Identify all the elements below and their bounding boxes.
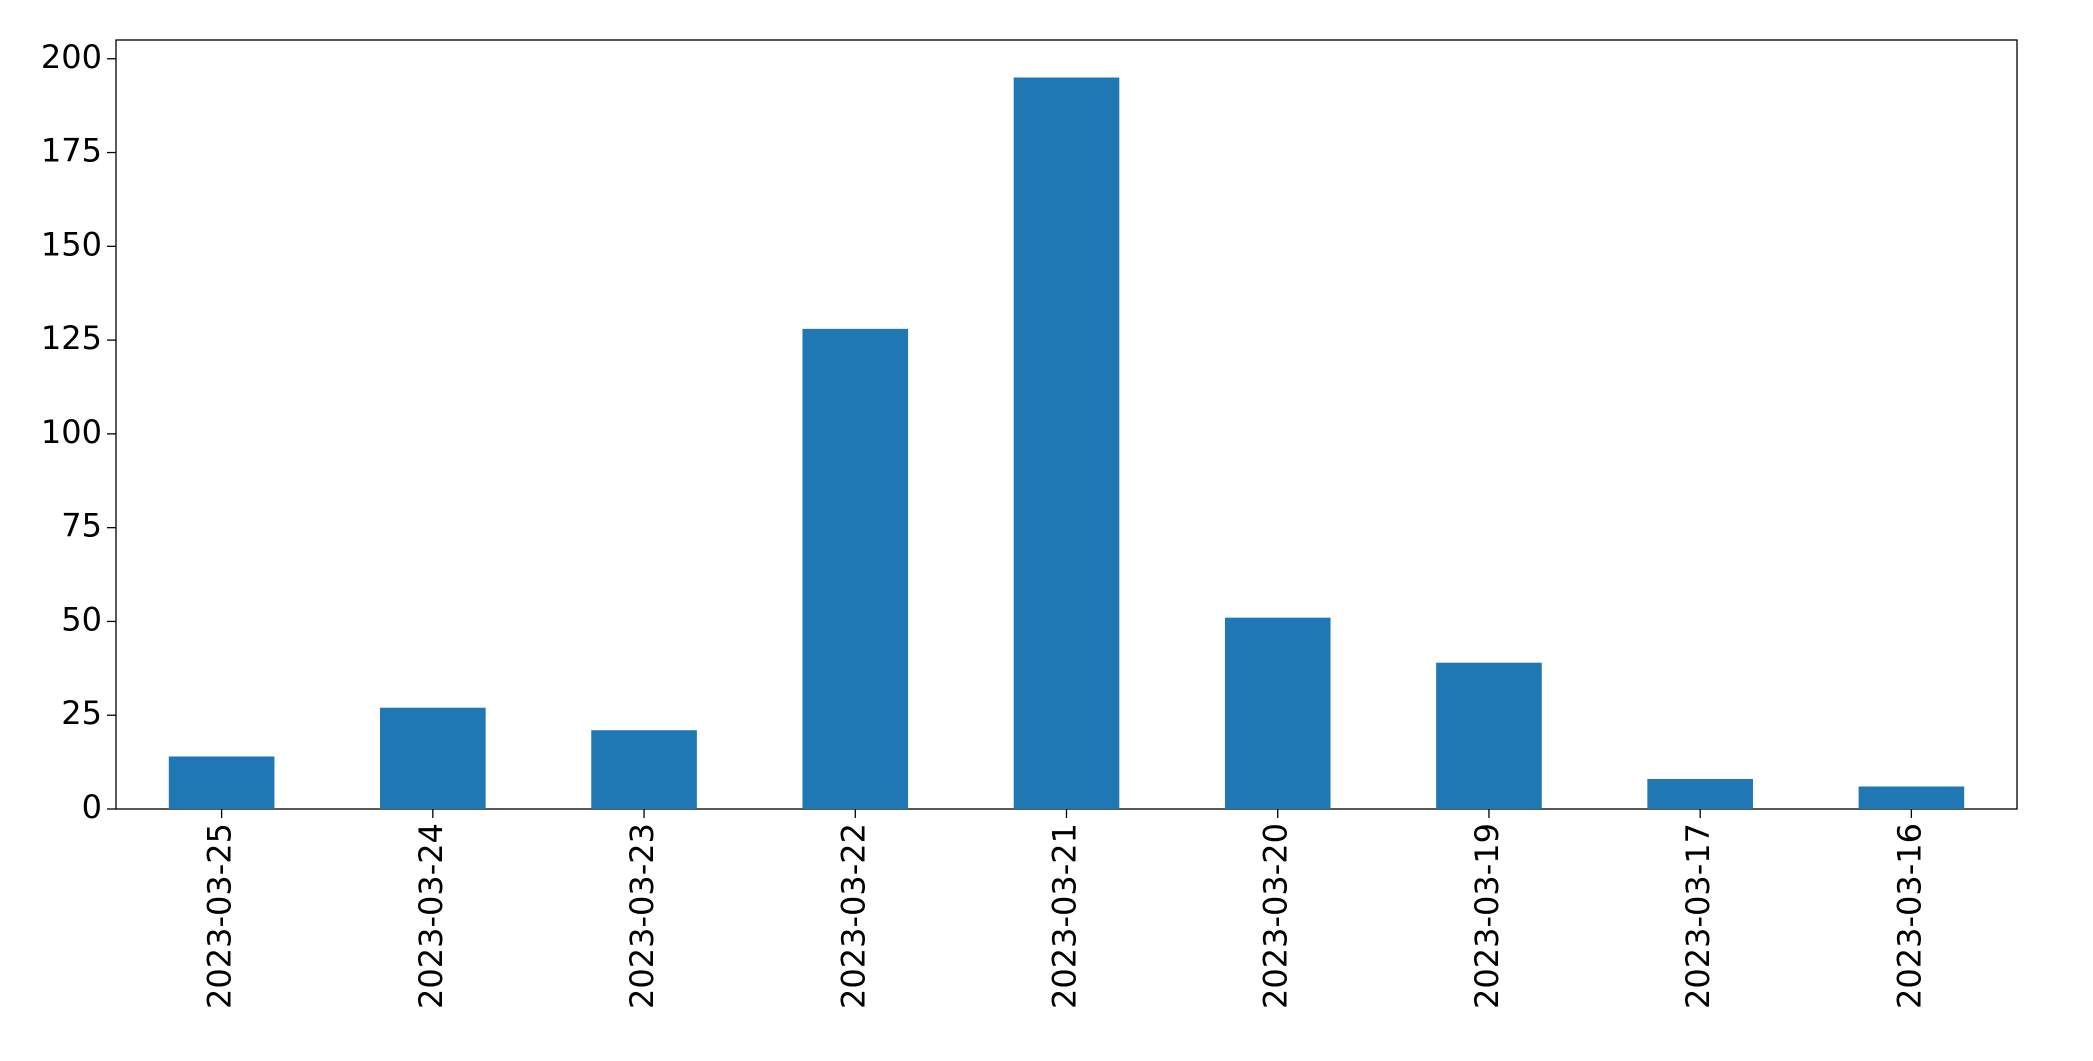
bar <box>1858 786 1965 809</box>
x-tick-label: 2023-03-16 <box>1890 823 1928 1009</box>
bar <box>1013 77 1120 809</box>
bar <box>168 756 275 809</box>
bar <box>1436 662 1542 809</box>
x-tick-label: 2023-03-21 <box>1046 823 1084 1009</box>
x-tick-label: 2023-03-19 <box>1468 823 1506 1009</box>
y-tick-label: 150 <box>41 225 102 263</box>
y-tick-label: 200 <box>41 38 102 76</box>
x-tick-label: 2023-03-20 <box>1257 823 1295 1009</box>
y-tick-label: 0 <box>82 788 102 826</box>
bar <box>380 707 486 809</box>
bar <box>1224 617 1331 809</box>
x-tick-label: 2023-03-24 <box>412 823 450 1009</box>
x-tick-label: 2023-03-17 <box>1679 823 1717 1009</box>
y-tick-label: 50 <box>61 600 102 638</box>
y-tick-label: 25 <box>61 694 102 732</box>
y-tick-label: 175 <box>41 132 102 170</box>
x-tick-label: 2023-03-22 <box>834 823 872 1009</box>
bar <box>1647 778 1753 809</box>
bar <box>591 730 697 809</box>
x-tick-label: 2023-03-23 <box>623 823 661 1009</box>
y-tick-label: 100 <box>41 413 102 451</box>
y-tick-label: 125 <box>41 319 102 357</box>
y-tick-label: 75 <box>61 507 102 545</box>
x-tick-label: 2023-03-25 <box>201 823 239 1009</box>
bar <box>802 328 909 809</box>
